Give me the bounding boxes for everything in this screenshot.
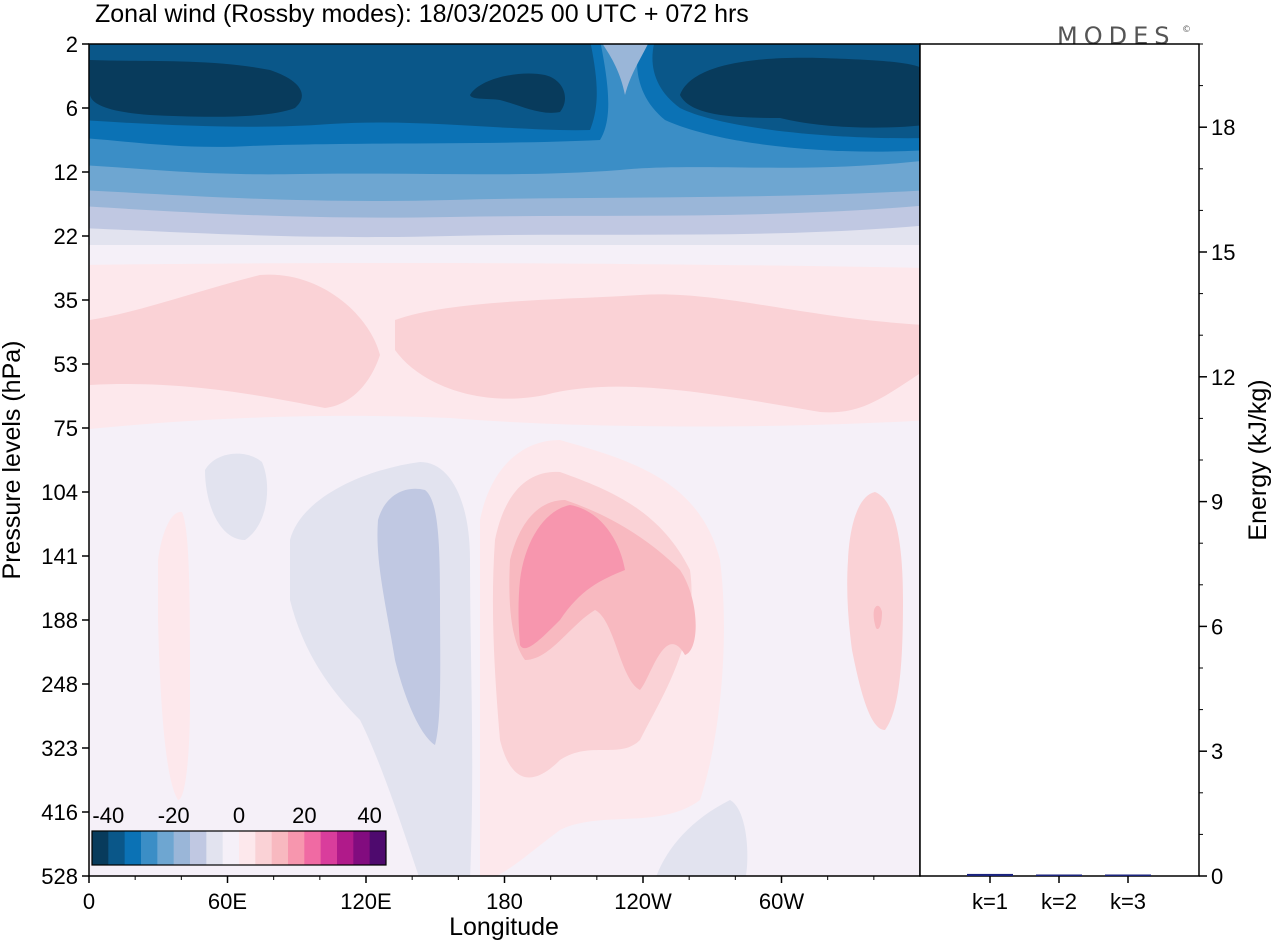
wind-cross-section: [89, 44, 920, 876]
energy-tick-label: 6: [1211, 614, 1223, 639]
colorbar-swatch: [369, 831, 387, 865]
y-tick-label: 248: [41, 672, 78, 697]
energy-bar: [1036, 874, 1082, 876]
colorbar-swatch: [222, 831, 240, 865]
east-westerly-core: [873, 605, 882, 630]
colorbar-swatch: [337, 831, 354, 865]
x-tick-label: 180: [486, 889, 523, 914]
jet-core: [518, 505, 625, 649]
colorbar-swatch: [288, 831, 305, 865]
core-e1: [90, 60, 302, 117]
core-e3: [680, 57, 920, 128]
colorbar-swatch: [320, 831, 338, 865]
energy-panel: [919, 43, 1200, 877]
x-tick-label: 120E: [340, 889, 391, 914]
y-tick-label: 12: [54, 160, 78, 185]
west-strip: [158, 511, 190, 800]
y-tick-label: 2: [66, 32, 78, 57]
y-tick-label: 188: [41, 608, 78, 633]
y-tick-label: 528: [41, 864, 78, 889]
y-tick-label: 6: [66, 96, 78, 121]
small-easterly: [205, 453, 268, 540]
colorbar-swatch: [108, 831, 126, 865]
y-tick-label: 75: [54, 416, 78, 441]
westerly-core-2: [395, 294, 920, 413]
energy-tick-label: 3: [1211, 739, 1223, 764]
colorbar-swatch: [190, 831, 207, 865]
colorbar-tick-label: 20: [292, 803, 316, 828]
energy-tick-label: 12: [1211, 365, 1235, 390]
x-tick-label: 60W: [759, 889, 804, 914]
energy-category-label: k=2: [1041, 889, 1077, 914]
colorbar-tick-label: 0: [233, 803, 245, 828]
energy-bar: [1105, 874, 1151, 876]
colorbar-frame: [91, 830, 387, 866]
y-axis-label: Pressure levels (hPa): [0, 341, 26, 580]
modes-logo-mark: ©: [1182, 25, 1197, 35]
colorbar-tick-label: -40: [92, 803, 124, 828]
colorbar-swatch: [124, 831, 142, 865]
energy-tick-label: 9: [1211, 490, 1223, 515]
y-tick-label: 323: [41, 736, 78, 761]
energy-tick-label: 0: [1211, 864, 1223, 889]
westerly-core-1: [90, 274, 380, 408]
energy-category-label: k=3: [1110, 889, 1146, 914]
colorbar-tick-label: 40: [357, 803, 381, 828]
notch: [602, 44, 648, 95]
energy-tick-label: 18: [1211, 115, 1235, 140]
trop-easterly-core: [377, 488, 441, 745]
energy-axis: 0 3 6 9 12 15 18: [1199, 43, 1235, 889]
energy-axis-label: Energy (kJ/kg): [1244, 379, 1272, 540]
energy-bar: [967, 873, 1013, 876]
core-e2: [470, 73, 565, 113]
x-tick-label: 120W: [614, 889, 672, 914]
y-tick-label: 141: [41, 544, 78, 569]
y-tick-label: 104: [41, 480, 78, 505]
colorbar-swatch: [255, 831, 273, 865]
energy-tick-label: 15: [1211, 240, 1235, 265]
colorbar-swatch: [92, 831, 109, 865]
y-axis: 2 6 12 22 35 53 75 104 141 188 248 323 416 528: [41, 32, 89, 889]
colorbar-swatch: [304, 831, 322, 865]
colorbar-swatch: [353, 831, 371, 865]
colorbar: -40 -20 0 20 40: [91, 803, 387, 866]
x-tick-label: 0: [83, 889, 95, 914]
x-axis: 0 60E 120E 180 120W 60W: [83, 876, 875, 914]
y-tick-label: 416: [41, 800, 78, 825]
y-tick-label: 22: [54, 224, 78, 249]
x-tick-label: 60E: [208, 889, 247, 914]
lower-easterly: [656, 800, 748, 876]
energy-bars: k=1 k=2 k=3: [967, 873, 1151, 914]
colorbar-tick-label: -20: [158, 803, 190, 828]
colorbar-swatch: [239, 831, 256, 865]
colorbar-swatch: [206, 831, 224, 865]
y-tick-label: 53: [54, 352, 78, 377]
y-tick-label: 35: [54, 288, 78, 313]
colorbar-swatch: [271, 831, 289, 865]
colorbar-swatch: [173, 831, 191, 865]
chart-title: Zonal wind (Rossby modes): 18/03/2025 00…: [95, 0, 749, 28]
energy-category-label: k=1: [972, 889, 1008, 914]
colorbar-swatch: [157, 831, 175, 865]
colorbar-swatch: [141, 831, 158, 865]
x-axis-label: Longitude: [449, 913, 559, 941]
